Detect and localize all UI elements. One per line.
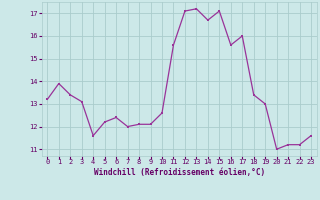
X-axis label: Windchill (Refroidissement éolien,°C): Windchill (Refroidissement éolien,°C) xyxy=(94,168,265,177)
